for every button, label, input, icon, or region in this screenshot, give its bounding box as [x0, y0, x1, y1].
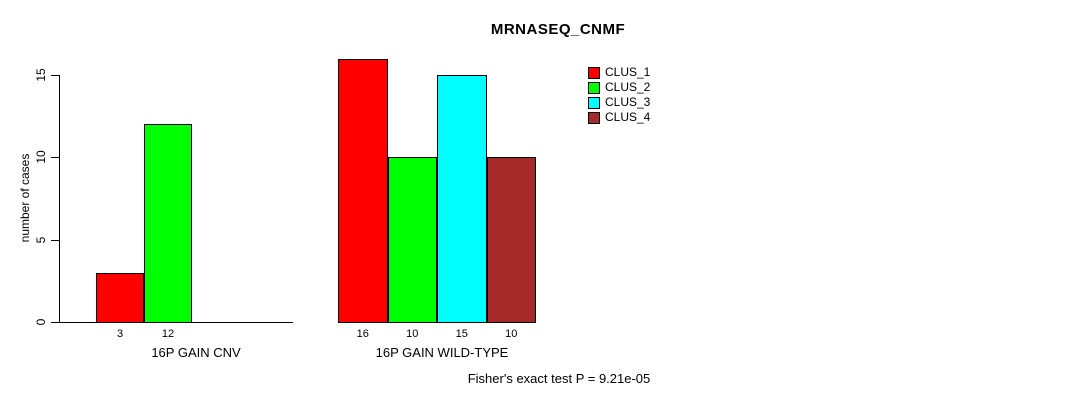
- legend-item-clus_3: CLUS_3: [588, 95, 650, 110]
- bar-value-label: 15: [455, 328, 468, 340]
- bar-clus_1: [338, 58, 388, 323]
- bar-value-label: 10: [505, 328, 518, 340]
- bar-clus_2: [144, 124, 192, 323]
- y-tick-label: 15: [34, 68, 48, 82]
- bar-clus_2: [387, 157, 437, 323]
- y-tick-label: 5: [34, 236, 48, 243]
- legend-swatch-icon: [588, 111, 600, 124]
- bar-clus_3: [437, 75, 487, 323]
- group-label: 16P GAIN CNV: [151, 345, 241, 360]
- legend-item-clus_1: CLUS_1: [588, 65, 650, 80]
- legend-label: CLUS_4: [605, 110, 651, 124]
- y-tick-label: 10: [34, 150, 48, 165]
- bar-value-label: 16: [356, 328, 369, 340]
- y-tick-mark: [51, 75, 59, 76]
- legend-item-clus_4: CLUS_4: [588, 110, 650, 125]
- y-tick-mark: [51, 239, 59, 241]
- legend-label: CLUS_3: [605, 95, 651, 109]
- chart-title: MRNASEQ_CNMF: [490, 21, 626, 38]
- group-label: 16P GAIN WILD-TYPE: [375, 345, 509, 360]
- legend-item-clus_2: CLUS_2: [588, 80, 650, 95]
- bar-value-label: 10: [406, 328, 419, 340]
- fisher-test-annotation: Fisher's exact test P = 9.21e-05: [467, 371, 651, 386]
- legend-swatch-icon: [588, 81, 600, 94]
- y-tick-label: 0: [34, 318, 48, 326]
- bar-clus_1: [96, 272, 144, 323]
- y-tick-mark: [51, 157, 59, 159]
- legend-label: CLUS_2: [605, 80, 651, 94]
- y-axis-line: [59, 75, 60, 323]
- y-axis-title: number of cases: [18, 153, 32, 243]
- legend-label: CLUS_1: [605, 65, 651, 79]
- legend-swatch-icon: [588, 66, 600, 79]
- y-tick-mark: [51, 322, 59, 323]
- bar-value-label: 12: [161, 328, 175, 340]
- legend-swatch-icon: [588, 96, 600, 109]
- bar-value-label: 3: [116, 328, 124, 340]
- bar-clus_4: [486, 157, 536, 323]
